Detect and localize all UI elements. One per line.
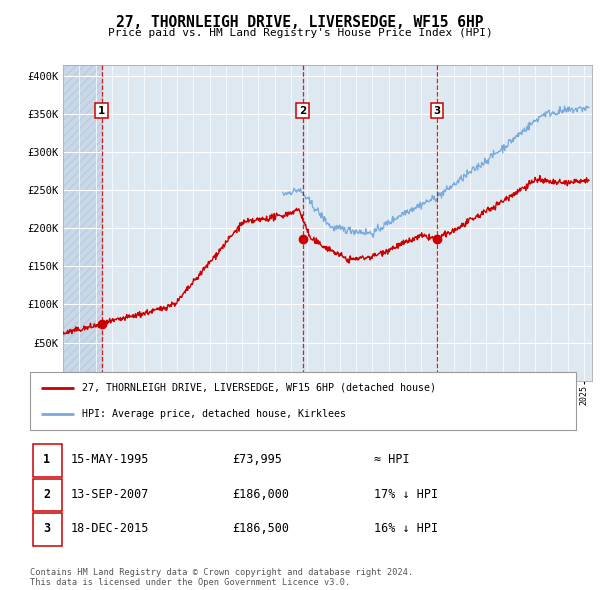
Text: 3: 3	[433, 106, 440, 116]
Text: 1: 1	[98, 106, 105, 116]
Text: £186,000: £186,000	[232, 487, 289, 500]
Text: HPI: Average price, detached house, Kirklees: HPI: Average price, detached house, Kirk…	[82, 409, 346, 419]
FancyBboxPatch shape	[33, 444, 62, 477]
Text: 17% ↓ HPI: 17% ↓ HPI	[374, 487, 438, 500]
Text: 15-MAY-1995: 15-MAY-1995	[71, 453, 149, 466]
Text: ≈ HPI: ≈ HPI	[374, 453, 410, 466]
Text: Price paid vs. HM Land Registry's House Price Index (HPI): Price paid vs. HM Land Registry's House …	[107, 28, 493, 38]
Text: 13-SEP-2007: 13-SEP-2007	[71, 487, 149, 500]
Text: 27, THORNLEIGH DRIVE, LIVERSEDGE, WF15 6HP: 27, THORNLEIGH DRIVE, LIVERSEDGE, WF15 6…	[116, 15, 484, 30]
Text: 3: 3	[43, 522, 50, 535]
Text: 16% ↓ HPI: 16% ↓ HPI	[374, 522, 438, 535]
Text: £73,995: £73,995	[232, 453, 282, 466]
Text: 1: 1	[43, 453, 50, 466]
Text: 2: 2	[299, 106, 306, 116]
Text: £186,500: £186,500	[232, 522, 289, 535]
FancyBboxPatch shape	[33, 479, 62, 512]
Text: 18-DEC-2015: 18-DEC-2015	[71, 522, 149, 535]
FancyBboxPatch shape	[30, 372, 576, 430]
Text: 27, THORNLEIGH DRIVE, LIVERSEDGE, WF15 6HP (detached house): 27, THORNLEIGH DRIVE, LIVERSEDGE, WF15 6…	[82, 383, 436, 393]
Text: 2: 2	[43, 487, 50, 500]
Bar	[63, 65, 101, 381]
Text: Contains HM Land Registry data © Crown copyright and database right 2024.
This d: Contains HM Land Registry data © Crown c…	[30, 568, 413, 587]
FancyBboxPatch shape	[33, 513, 62, 546]
